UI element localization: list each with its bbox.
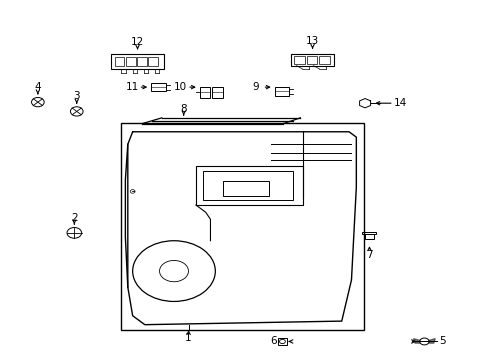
Bar [293,56,304,64]
Text: 5: 5 [439,337,445,346]
Bar [151,83,165,91]
Bar [306,56,317,64]
Bar [365,234,373,239]
Text: 3: 3 [73,91,80,102]
Text: 1: 1 [185,333,191,343]
Bar [222,181,268,196]
Bar [319,56,329,64]
Text: 13: 13 [305,36,319,46]
Text: 6: 6 [270,337,276,346]
Text: 10: 10 [173,82,186,92]
Bar [196,166,302,205]
Polygon shape [359,99,370,108]
Text: 4: 4 [35,82,41,92]
Text: 8: 8 [180,104,186,113]
Text: 11: 11 [126,82,139,92]
Bar [211,87,222,98]
Text: 7: 7 [366,250,372,260]
Polygon shape [413,339,419,343]
Bar [115,57,124,66]
Text: 14: 14 [393,98,406,108]
Text: 12: 12 [131,37,144,47]
Bar [277,338,287,345]
Bar [362,232,376,234]
Bar [200,87,210,98]
Bar [274,87,288,96]
Text: 9: 9 [252,82,259,92]
Bar [120,123,363,330]
Text: 2: 2 [71,212,78,222]
Bar [148,57,158,66]
Polygon shape [428,339,434,343]
Bar [125,57,135,66]
Bar [137,57,146,66]
Bar [203,171,292,200]
